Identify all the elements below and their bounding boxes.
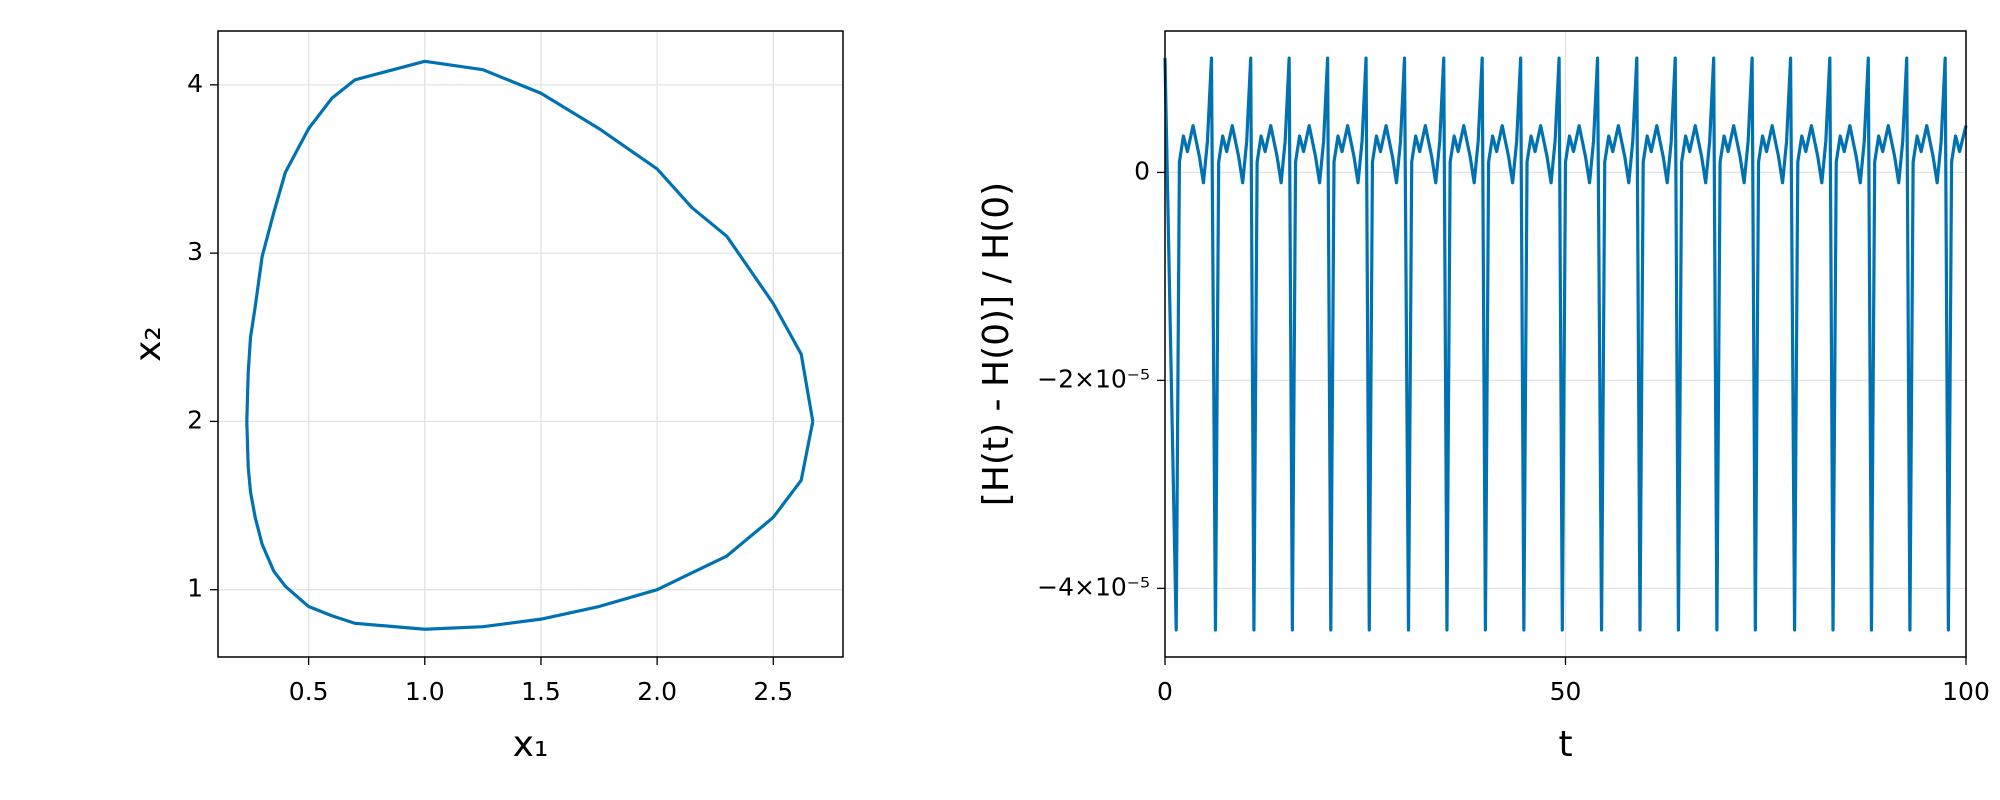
x-tick-label: 2.0 (637, 677, 677, 706)
plot-frame (1164, 30, 1967, 658)
y-axis-label: [H(t) - H(0)] / H(0) (976, 182, 1017, 506)
x-tick-label: 100 (1942, 677, 1990, 706)
y-axis-label: x₂ (128, 326, 169, 362)
data-line (1163, 56, 1968, 632)
y-tick-label: −4×10⁻⁵ (1037, 572, 1150, 601)
x-tick-label: 0 (1157, 677, 1173, 706)
x-tick-label: 2.5 (753, 677, 793, 706)
x-tick-label: 1.0 (405, 677, 445, 706)
x-tick-label: 0.5 (289, 677, 329, 706)
y-tick-label: 4 (187, 69, 203, 98)
y-tick-label: 0 (1134, 156, 1150, 185)
y-tick-label: 1 (187, 574, 203, 603)
x-axis-label: t (1558, 724, 1572, 765)
plot-frame (217, 30, 844, 658)
x-tick-label: 1.5 (521, 677, 561, 706)
y-tick-label: 3 (187, 237, 203, 266)
data-line (245, 59, 815, 631)
x-axis-label: x₁ (513, 724, 549, 765)
x-tick-label: 50 (1550, 677, 1582, 706)
y-tick-label: −2×10⁻⁵ (1037, 364, 1150, 393)
y-tick-label: 2 (187, 405, 203, 434)
